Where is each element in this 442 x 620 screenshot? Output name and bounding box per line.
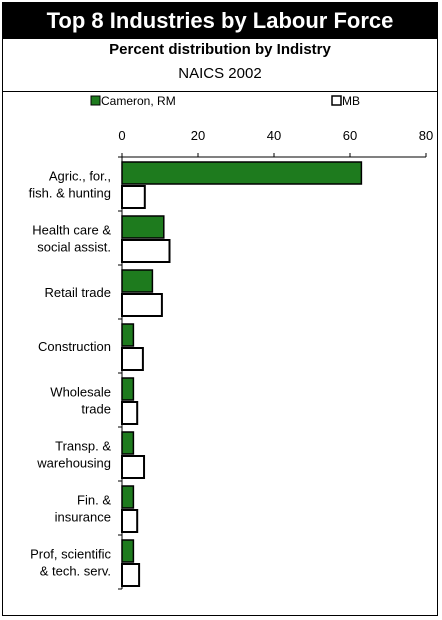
bar-series-1: [121, 539, 135, 563]
bar-series-2: [121, 401, 139, 425]
category-label: insurance: [55, 510, 111, 525]
bar-series-1: [121, 377, 135, 401]
bar-series-1: [121, 431, 135, 455]
category-label: Retail trade: [45, 285, 111, 300]
category-label: Prof, scientific: [30, 547, 111, 562]
bar-series-1: [121, 215, 165, 239]
x-tick-label: 80: [419, 128, 433, 143]
x-tick-label: 60: [343, 128, 357, 143]
bar-series-2: [121, 239, 171, 263]
bar-series-1: [121, 161, 363, 185]
category-label: & tech. serv.: [40, 564, 111, 579]
category-label: warehousing: [36, 456, 111, 471]
title-separator: [3, 91, 437, 92]
bar-series-2: [121, 563, 141, 587]
chart-subtitle: Percent distribution by Indistry: [109, 41, 331, 58]
bar-series-2: [121, 185, 146, 209]
x-tick-label: 0: [118, 128, 125, 143]
bar-series-2: [121, 455, 146, 479]
category-label: social assist.: [37, 240, 111, 255]
category-label: Agric., for.,: [49, 169, 111, 184]
bar-series-1: [121, 323, 135, 347]
category-label: Health care &: [32, 223, 111, 238]
bar-series-1: [121, 269, 154, 293]
bar-series-2: [121, 293, 163, 317]
category-label: Fin. &: [77, 493, 111, 508]
category-label: fish. & hunting: [29, 186, 111, 201]
legend-swatch-series-2: [331, 95, 342, 106]
legend-swatch-series-1: [90, 95, 101, 106]
category-label: trade: [81, 402, 111, 417]
chart-frame: Top 8 Industries by Labour Force Percent…: [2, 2, 438, 616]
category-label: Construction: [38, 339, 111, 354]
bar-series-2: [121, 509, 139, 533]
legend-label-series-2: MB: [342, 94, 360, 108]
category-label: Transp. &: [55, 439, 111, 454]
legend-label-series-1: Cameron, RM: [101, 94, 176, 108]
x-tick-label: 20: [191, 128, 205, 143]
chart-subtitle-naics: NAICS 2002: [178, 65, 262, 82]
x-tick-label: 40: [267, 128, 281, 143]
bar-series-1: [121, 485, 135, 509]
chart-title: Top 8 Industries by Labour Force: [3, 3, 437, 39]
bar-series-2: [121, 347, 144, 371]
category-label: Wholesale: [50, 385, 111, 400]
